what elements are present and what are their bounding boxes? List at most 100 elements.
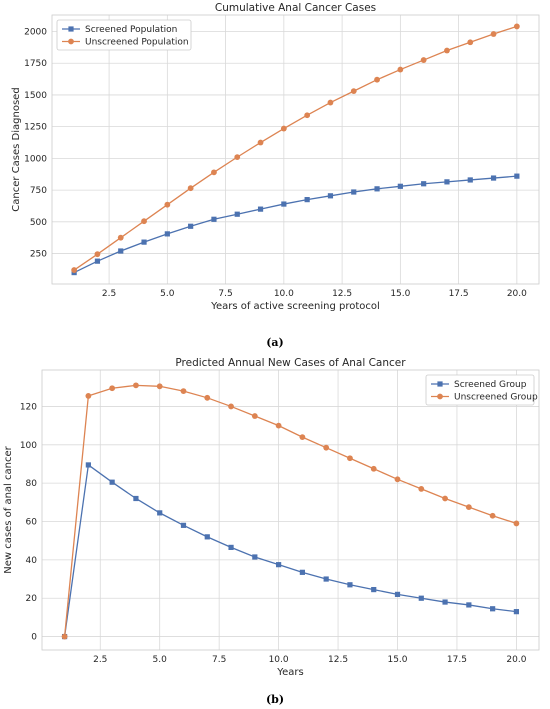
x-tick-label: 12.5 xyxy=(332,289,352,299)
data-point xyxy=(281,201,287,207)
data-point xyxy=(61,633,68,640)
data-point xyxy=(347,582,353,588)
data-point xyxy=(421,181,427,187)
y-tick-label: 60 xyxy=(26,518,38,528)
x-tick-label: 5.0 xyxy=(153,655,168,665)
data-point xyxy=(371,586,377,593)
x-tick-label: 7.5 xyxy=(212,655,226,665)
data-point xyxy=(180,388,187,394)
data-point xyxy=(252,554,258,560)
data-point xyxy=(234,154,241,161)
y-tick-label: 80 xyxy=(26,479,38,489)
chart-annual-new-cases: Predicted Annual New Cases of Anal Cance… xyxy=(3,357,540,678)
data-point xyxy=(157,510,163,516)
data-point xyxy=(280,125,287,132)
data-point xyxy=(228,403,234,410)
x-tick-label: 20.0 xyxy=(506,655,526,665)
y-tick-label: 750 xyxy=(30,186,47,196)
x-axis-label: Years of active screening protocol xyxy=(210,301,380,312)
data-point xyxy=(299,434,306,441)
x-axis-label: Years xyxy=(276,667,303,678)
data-point xyxy=(374,76,380,83)
y-tick-label: 40 xyxy=(26,556,38,566)
data-point xyxy=(513,520,520,527)
y-axis-label: New cases of anal cancer xyxy=(3,445,14,573)
legend-entry-screened: Screened Group xyxy=(431,380,527,390)
data-point xyxy=(323,444,330,451)
data-point xyxy=(323,576,329,582)
chart-title: Predicted Annual New Cases of Anal Cance… xyxy=(175,357,406,369)
x-tick-label: 10.0 xyxy=(274,289,294,299)
y-tick-label: 120 xyxy=(20,402,37,412)
legend-label: Unscreened Group xyxy=(454,393,538,403)
y-tick-label: 0 xyxy=(31,633,37,643)
data-point xyxy=(513,609,520,615)
x-tick-label: 17.5 xyxy=(449,289,469,299)
series-screened xyxy=(61,462,520,640)
data-point xyxy=(467,39,474,46)
legend: Screened Group Unscreened Group xyxy=(425,374,538,406)
series-line xyxy=(63,384,517,637)
series-line xyxy=(73,175,517,274)
data-point xyxy=(141,239,147,245)
x-tick-label: 5.0 xyxy=(160,289,175,299)
legend-box xyxy=(56,19,192,51)
series-unscreened xyxy=(61,382,520,640)
data-point xyxy=(299,569,305,575)
legend-circle-marker xyxy=(437,393,443,400)
data-point xyxy=(394,476,401,483)
data-point xyxy=(513,23,520,30)
plot-background xyxy=(42,370,539,650)
data-point xyxy=(397,66,404,73)
y-tick-label: 1000 xyxy=(24,154,47,164)
data-point xyxy=(418,595,424,601)
data-point xyxy=(156,383,163,390)
legend-circle-marker xyxy=(68,38,74,45)
x-tick-label: 15.0 xyxy=(387,655,407,665)
data-point xyxy=(187,185,194,192)
data-point xyxy=(257,139,264,146)
plot-background xyxy=(52,15,539,284)
y-tick-label: 2000 xyxy=(24,27,47,37)
data-point xyxy=(351,189,357,195)
x-tick-label: 17.5 xyxy=(447,655,467,665)
data-point xyxy=(397,183,403,189)
data-point xyxy=(327,193,334,199)
data-point xyxy=(204,534,210,540)
legend-entry-unscreened: Unscreened Population xyxy=(62,38,189,48)
series-line xyxy=(73,25,518,271)
data-point xyxy=(164,201,171,208)
data-point xyxy=(418,486,425,492)
data-point xyxy=(211,169,217,176)
data-point xyxy=(276,562,282,568)
legend-label: Screened Population xyxy=(85,25,177,35)
data-point xyxy=(442,599,448,605)
data-point xyxy=(514,173,520,179)
data-point xyxy=(118,248,124,254)
x-tick-label: 7.5 xyxy=(218,289,232,299)
x-tick-label: 12.5 xyxy=(328,655,348,665)
data-point xyxy=(444,179,450,185)
data-point xyxy=(304,112,311,119)
data-point xyxy=(109,385,116,392)
data-point xyxy=(420,57,427,63)
y-axis-label: Cancer Cases Diagnosed xyxy=(11,87,22,211)
data-point xyxy=(109,479,115,485)
data-point xyxy=(234,211,240,217)
y-tick-label: 100 xyxy=(20,441,37,451)
data-point xyxy=(164,231,170,237)
data-point xyxy=(228,544,234,550)
data-point xyxy=(490,606,496,612)
data-point xyxy=(442,495,448,502)
plot-frame xyxy=(51,14,540,285)
data-point xyxy=(71,267,78,273)
data-point xyxy=(394,591,401,597)
data-point xyxy=(370,465,377,472)
data-point xyxy=(188,223,194,229)
y-tick-label: 1750 xyxy=(24,59,47,69)
data-point xyxy=(490,175,497,181)
data-point xyxy=(304,197,310,203)
legend-entry-unscreened: Unscreened Group xyxy=(431,393,538,403)
series-unscreened xyxy=(71,23,520,273)
